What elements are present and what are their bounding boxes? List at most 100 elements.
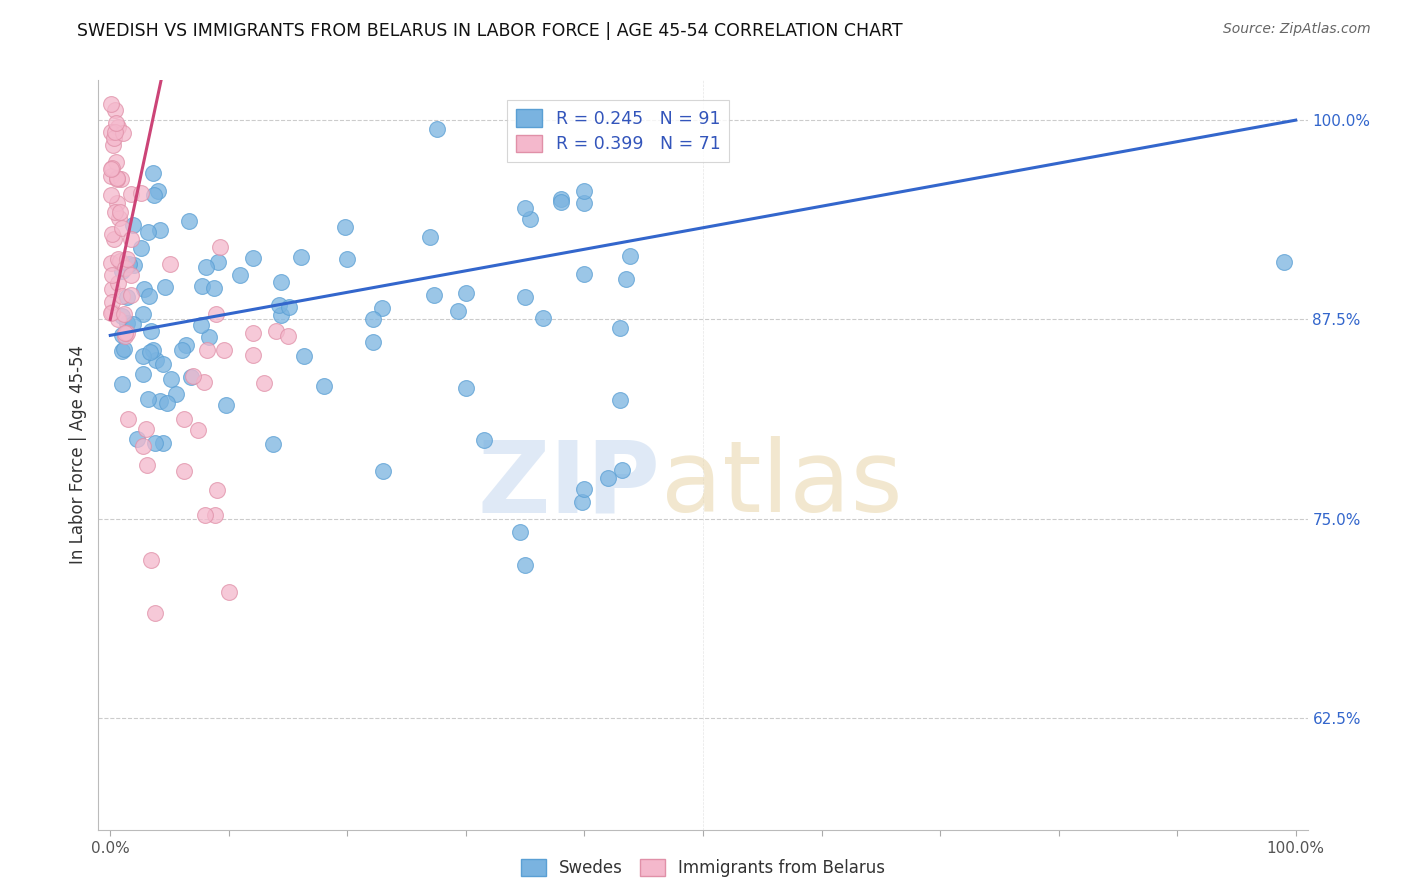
Point <box>111 220 134 235</box>
Point <box>193 376 215 390</box>
Point <box>515 201 537 215</box>
Point <box>100 161 122 175</box>
Point <box>242 348 264 362</box>
Point <box>115 290 138 304</box>
Point <box>614 272 637 286</box>
Point <box>110 172 132 186</box>
Point <box>170 343 193 357</box>
Point <box>155 280 177 294</box>
Point <box>181 368 204 383</box>
Point <box>609 392 631 407</box>
Point <box>208 240 231 254</box>
Point <box>136 392 159 406</box>
Point <box>100 268 122 282</box>
Point <box>104 103 127 117</box>
Point <box>176 337 198 351</box>
Point <box>612 463 634 477</box>
Point <box>152 357 174 371</box>
Point <box>124 259 146 273</box>
Point <box>111 309 134 323</box>
Point <box>148 184 170 198</box>
Point <box>118 257 141 271</box>
Point <box>100 227 122 241</box>
Point <box>173 464 195 478</box>
Point <box>101 305 124 319</box>
Point <box>131 307 153 321</box>
Point <box>132 439 155 453</box>
Point <box>100 125 122 139</box>
Point <box>104 116 127 130</box>
Point <box>103 130 125 145</box>
Point <box>117 412 139 426</box>
Point <box>103 232 125 246</box>
Point <box>190 318 212 332</box>
Point <box>107 252 129 267</box>
Point <box>142 166 165 180</box>
Point <box>112 343 135 357</box>
Point <box>218 585 240 599</box>
Point <box>198 330 221 344</box>
Point <box>107 311 129 326</box>
Point <box>159 257 181 271</box>
Point <box>107 277 129 291</box>
Point <box>149 222 172 236</box>
Point <box>115 252 138 266</box>
Point <box>270 275 292 289</box>
Point <box>117 316 139 330</box>
Point <box>531 311 554 326</box>
Point <box>105 171 128 186</box>
Point <box>1272 255 1295 269</box>
Point <box>114 329 136 343</box>
Point <box>120 232 142 246</box>
Point <box>550 194 572 209</box>
Point <box>138 225 160 239</box>
Point <box>446 303 468 318</box>
Point <box>110 254 132 268</box>
Point <box>111 377 134 392</box>
Point <box>148 394 170 409</box>
Point <box>107 120 129 135</box>
Point <box>363 312 385 326</box>
Point <box>215 398 238 412</box>
Point <box>120 268 142 282</box>
Point <box>100 169 122 183</box>
Point <box>204 508 226 522</box>
Point <box>143 606 166 620</box>
Point <box>426 121 449 136</box>
Point <box>111 343 134 358</box>
Point <box>277 329 299 343</box>
Point <box>609 321 631 335</box>
Point <box>132 367 155 381</box>
Point <box>139 345 162 359</box>
Point <box>333 219 356 234</box>
Point <box>111 328 134 343</box>
Point <box>454 381 477 395</box>
Point <box>121 219 143 233</box>
Text: Source: ZipAtlas.com: Source: ZipAtlas.com <box>1223 22 1371 37</box>
Point <box>371 464 394 478</box>
Point <box>454 286 477 301</box>
Point <box>290 250 312 264</box>
Point <box>270 308 292 322</box>
Legend: Swedes, Immigrants from Belarus: Swedes, Immigrants from Belarus <box>515 852 891 884</box>
Point <box>115 326 138 341</box>
Point <box>207 254 229 268</box>
Point <box>105 196 128 211</box>
Point <box>173 412 195 426</box>
Point <box>571 495 593 509</box>
Point <box>262 437 284 451</box>
Point <box>513 290 536 304</box>
Point <box>112 127 135 141</box>
Point <box>472 433 495 447</box>
Point <box>165 387 187 401</box>
Point <box>363 334 385 349</box>
Text: ZIP: ZIP <box>478 436 661 533</box>
Point <box>422 287 444 301</box>
Point <box>125 432 148 446</box>
Point <box>141 553 163 567</box>
Point <box>101 282 124 296</box>
Y-axis label: In Labor Force | Age 45-54: In Labor Force | Age 45-54 <box>69 345 87 565</box>
Point <box>574 196 596 211</box>
Point <box>419 230 441 244</box>
Point <box>100 97 122 112</box>
